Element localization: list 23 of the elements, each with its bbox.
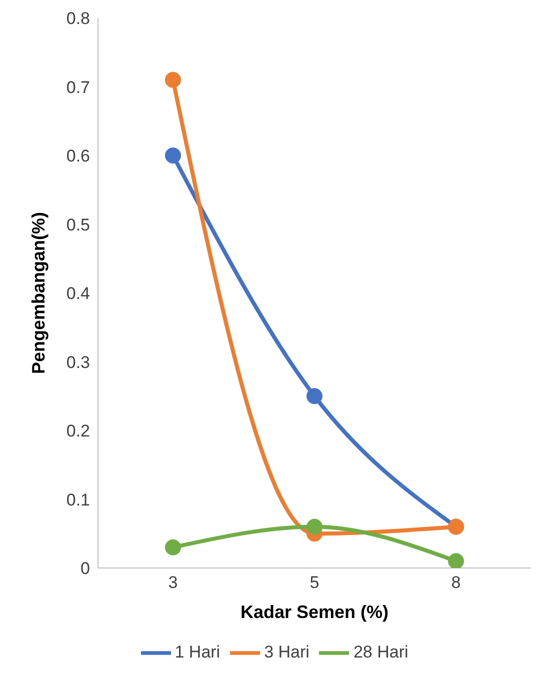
legend-label: 28 Hari <box>353 642 408 662</box>
y-tick-label: 0.5 <box>66 215 90 234</box>
y-tick-label: 0.4 <box>66 284 90 304</box>
y-tick-label: 0.2 <box>66 422 90 441</box>
point <box>448 553 464 568</box>
y-tick-label: 0.1 <box>66 490 90 510</box>
point <box>165 72 181 88</box>
legend-label: 1 Hari <box>174 642 220 662</box>
x-axis-title: Kadar Semen (%) <box>240 602 389 622</box>
point <box>306 518 322 535</box>
point <box>165 148 181 164</box>
y-tick-label: 0.6 <box>66 146 90 166</box>
y-tick-label: 0.7 <box>66 78 90 97</box>
point <box>306 388 322 404</box>
legend-label: 3 Hari <box>264 642 310 662</box>
y-tick-label: 0 <box>80 559 90 578</box>
y-tick-label: 0.8 <box>66 9 90 28</box>
point <box>165 539 181 556</box>
x-tick-label: 8 <box>451 573 461 592</box>
y-tick-label: 0.3 <box>66 352 90 372</box>
x-tick-label: 5 <box>310 573 320 592</box>
y-axis-title: Pengembangan(%) <box>28 212 48 374</box>
x-tick-label: 3 <box>168 573 178 592</box>
